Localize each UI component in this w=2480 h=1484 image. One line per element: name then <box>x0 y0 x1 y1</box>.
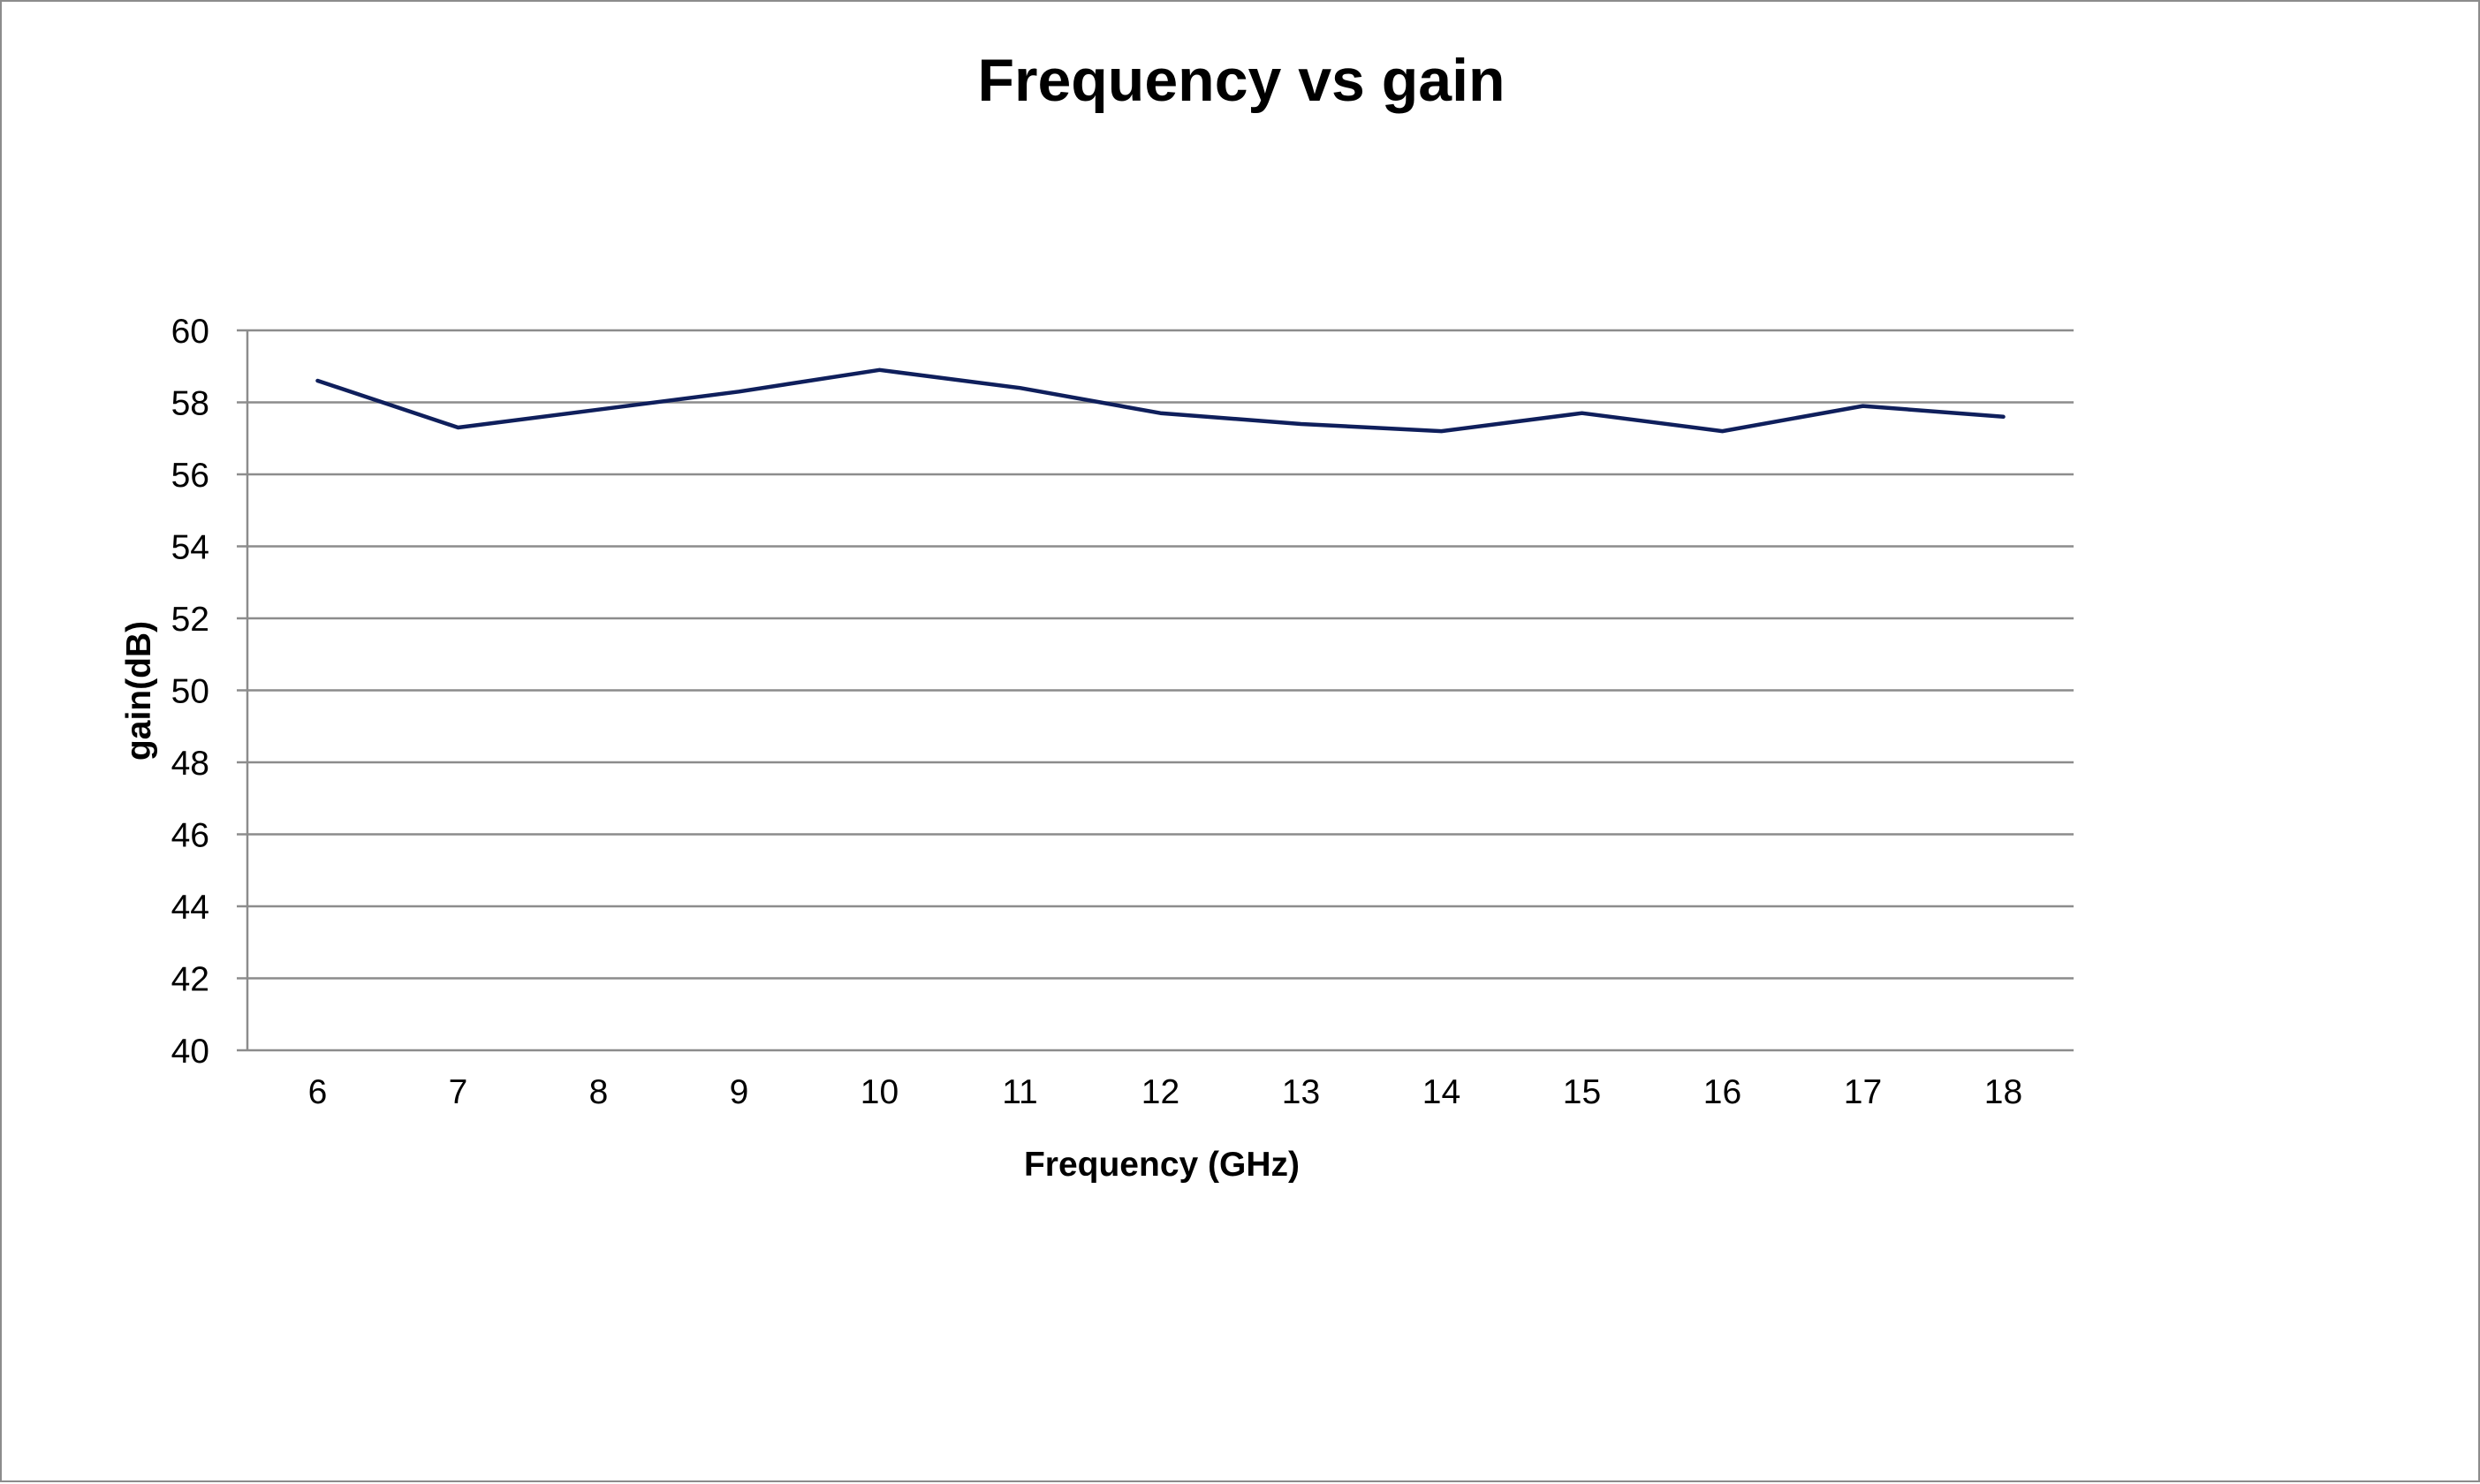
y-tick-label: 50 <box>171 673 209 711</box>
x-tick-label: 16 <box>1703 1073 1741 1111</box>
x-axis-title: Frequency (GHz) <box>1024 1146 1300 1184</box>
series-group <box>317 370 2003 431</box>
x-tick-label: 7 <box>449 1073 468 1111</box>
y-tick-label: 58 <box>171 385 209 423</box>
x-tick-label: 13 <box>1282 1073 1320 1111</box>
y-axis-title: gain(dB) <box>120 621 158 761</box>
x-tick-label: 14 <box>1422 1073 1460 1111</box>
y-tick-label: 48 <box>171 745 209 783</box>
y-tick-label: 42 <box>171 961 209 999</box>
x-tick-label: 10 <box>861 1073 899 1111</box>
y-tick-label: 54 <box>171 529 209 567</box>
y-tick-label: 46 <box>171 817 209 855</box>
y-tick-label: 60 <box>171 313 209 351</box>
x-tick-labels: 6 7 8 9 10 11 12 13 14 15 16 17 18 <box>308 1073 2023 1111</box>
y-tick-labels: 40 42 44 46 48 50 52 54 56 58 60 <box>171 313 209 1071</box>
series-line <box>318 370 2004 431</box>
y-tick-label: 40 <box>171 1033 209 1071</box>
x-tick-label: 12 <box>1141 1073 1179 1111</box>
y-tick-label: 44 <box>171 889 209 927</box>
x-tick-label: 15 <box>1563 1073 1601 1111</box>
gridlines <box>247 330 2074 979</box>
x-tick-label: 8 <box>589 1073 609 1111</box>
x-tick-label: 11 <box>1002 1073 1038 1111</box>
x-tick-label: 9 <box>730 1073 749 1111</box>
chart-title: Frequency vs gain <box>977 47 1505 114</box>
y-tick-label: 52 <box>171 601 209 639</box>
x-tick-label: 6 <box>308 1073 328 1111</box>
x-tick-label: 18 <box>1984 1073 2022 1111</box>
x-tick-label: 17 <box>1844 1073 1882 1111</box>
y-tick-label: 56 <box>171 457 209 495</box>
